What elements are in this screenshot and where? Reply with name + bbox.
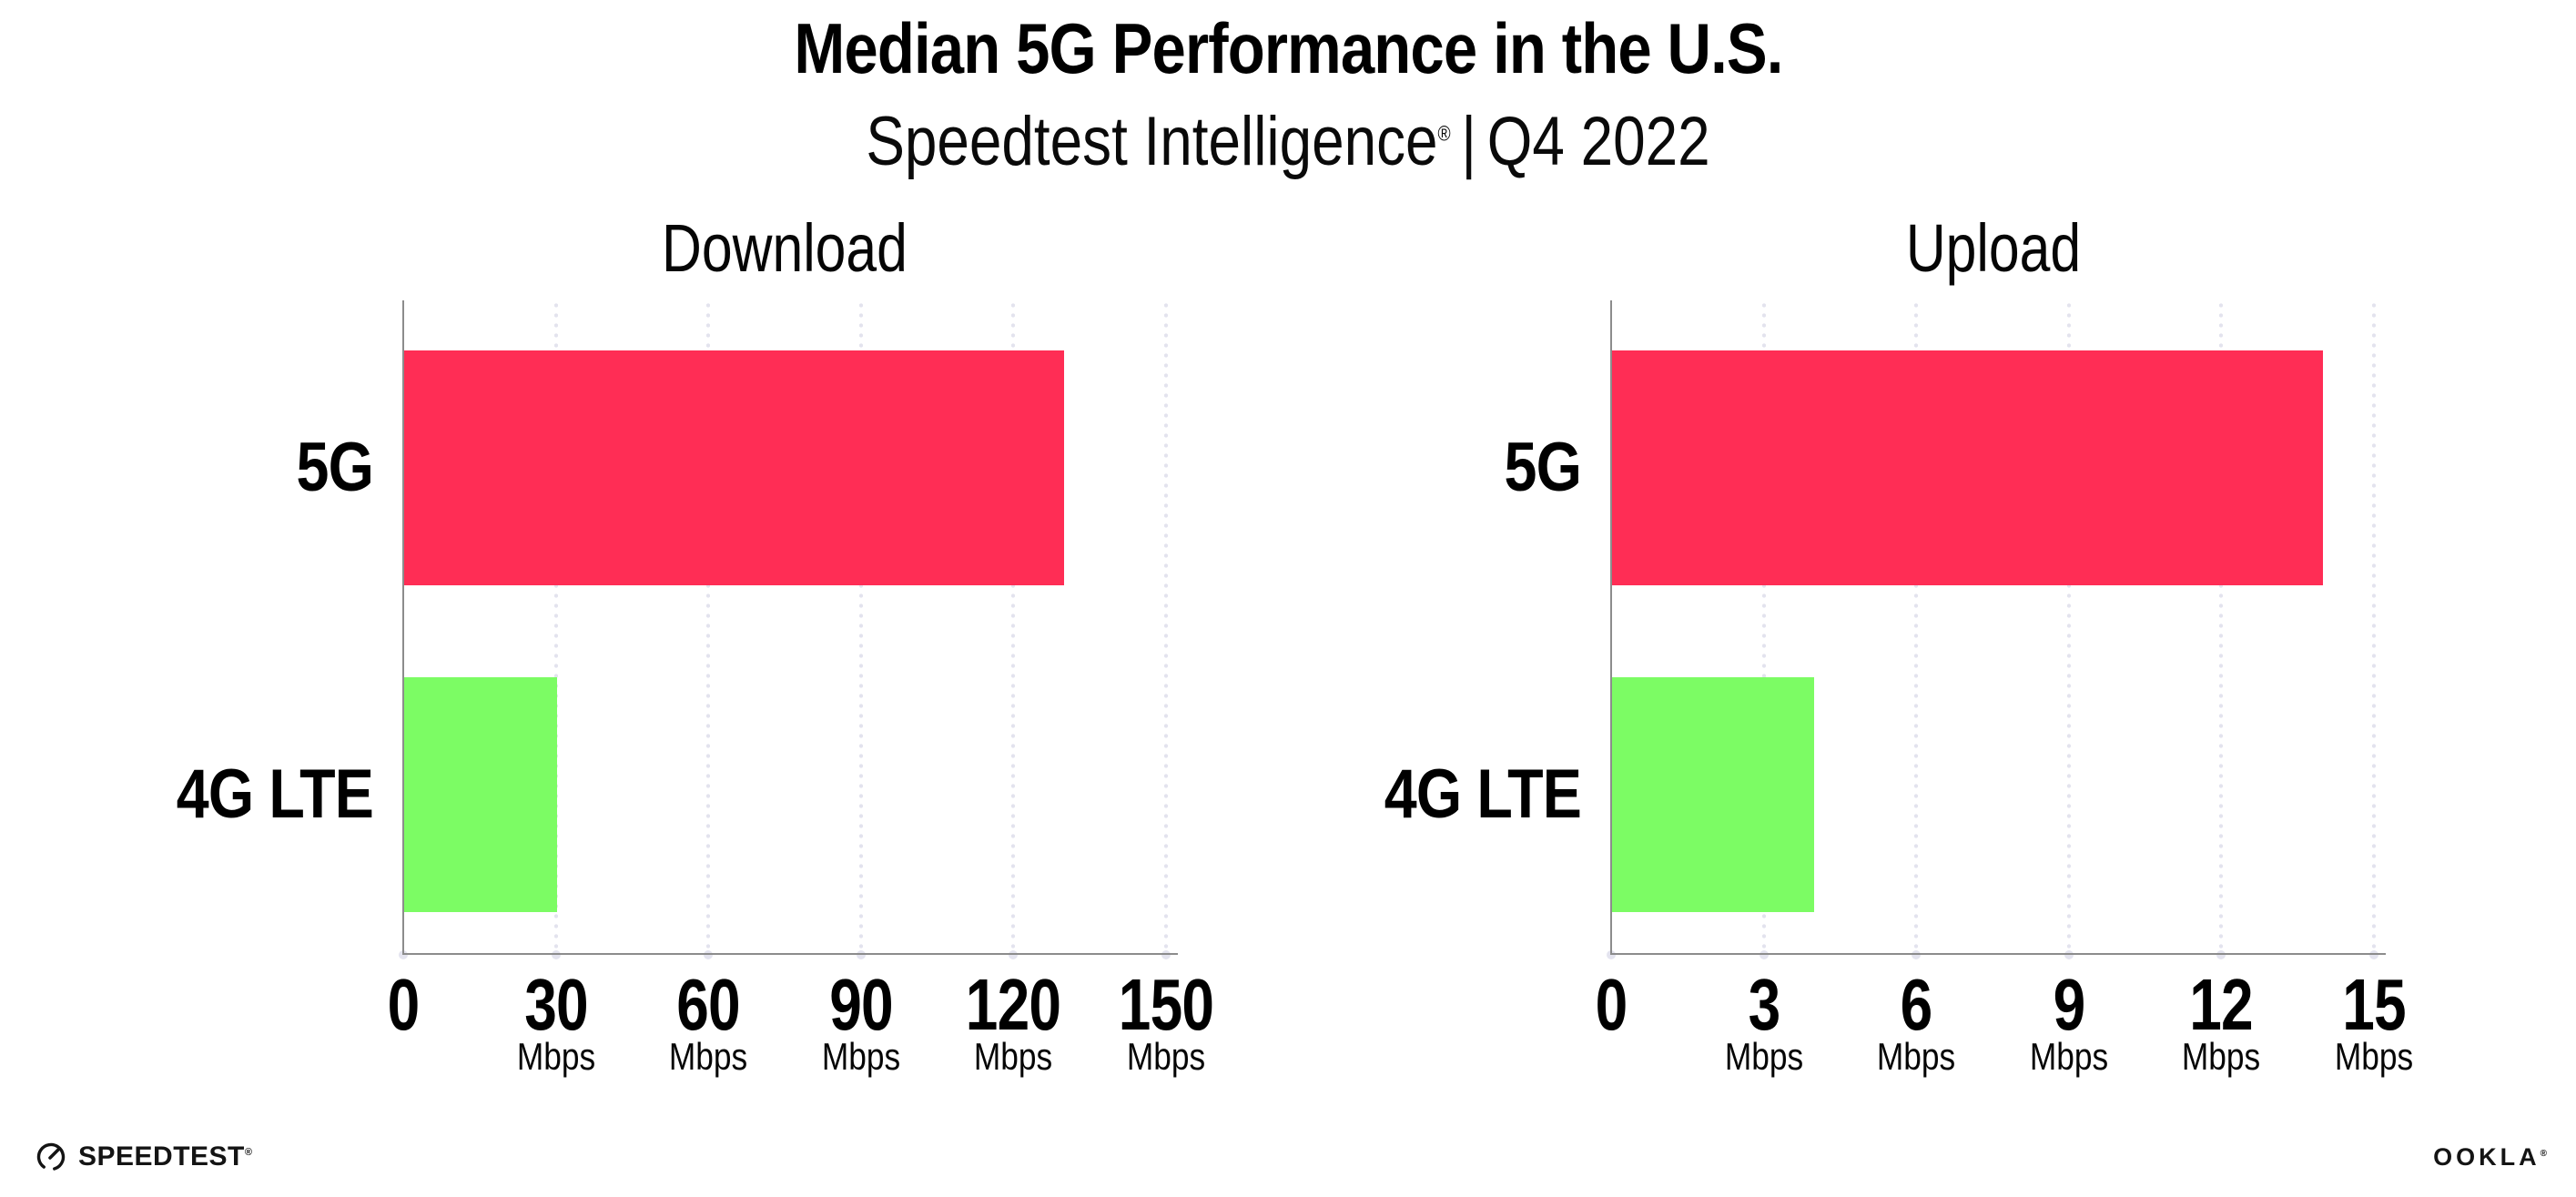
x-tick-unit-label: Mbps <box>668 1035 748 1078</box>
baseline-tick-dot <box>1009 950 1018 959</box>
speedtest-logo: SPEEDTEST® <box>35 1140 252 1174</box>
baseline-tick-dot <box>1912 950 1921 959</box>
gridline-60 <box>706 300 710 954</box>
figure-title-text: Median 5G Performance in the U.S. <box>793 8 1783 88</box>
x-tick-unit-label: Mbps <box>516 1035 595 1078</box>
bar-4g-lte-download <box>403 677 557 912</box>
download-chart-title: Download <box>662 210 908 286</box>
baseline-tick-dot <box>1759 950 1769 959</box>
baseline-tick-dot <box>399 950 408 959</box>
baseline-tick-dot <box>1607 950 1616 959</box>
x-tick-unit-label: Mbps <box>2181 1035 2261 1078</box>
gridline-90 <box>858 300 863 954</box>
x-tick-label-6: 6 <box>1900 964 1933 1045</box>
gridline-15 <box>2371 300 2376 954</box>
x-tick-label-3: 3 <box>1748 964 1780 1045</box>
baseline-tick-dot <box>2368 950 2378 959</box>
x-tick-label-15: 15 <box>2341 964 2406 1045</box>
baseline-tick-dot <box>2216 950 2226 959</box>
x-tick-unit-label: Mbps <box>2029 1035 2108 1078</box>
x-tick-label-12: 12 <box>2189 964 2253 1045</box>
bar-5g-download <box>403 350 1064 585</box>
subtitle-divider: | <box>1461 103 1476 180</box>
x-tick-unit-label: Mbps <box>2334 1035 2413 1078</box>
gridline-150 <box>1163 300 1168 954</box>
x-tick-unit-label: Mbps <box>1126 1035 1205 1078</box>
category-label-5g: 5G <box>1504 429 1582 506</box>
x-tick-label-90: 90 <box>828 964 893 1045</box>
x-tick-unit-label: Mbps <box>973 1035 1053 1078</box>
figure-subtitle: Speedtest Intelligence® | Q4 2022 <box>0 106 2576 178</box>
category-label-4g-lte: 4G LTE <box>1384 756 1582 833</box>
gridline-12 <box>2219 300 2223 954</box>
upload-chart-title: Upload <box>1905 210 2082 286</box>
gridline-3 <box>1761 300 1766 954</box>
registered-mark: ® <box>1437 121 1451 146</box>
subtitle-period: Q4 2022 <box>1486 103 1710 180</box>
ookla-registered-mark: ® <box>2540 1149 2547 1159</box>
baseline-tick-dot <box>551 950 561 959</box>
speedtest-wordmark: SPEEDTEST® <box>78 1141 253 1172</box>
baseline-tick-dot <box>856 950 866 959</box>
x-tick-label-9: 9 <box>2053 964 2085 1045</box>
subtitle-brand: Speedtest Intelligence <box>866 103 1438 180</box>
x-tick-label-30: 30 <box>523 964 588 1045</box>
baseline-tick-dot <box>704 950 713 959</box>
x-tick-unit-label: Mbps <box>1876 1035 1956 1078</box>
baseline-tick-dot <box>1161 950 1171 959</box>
x-tick-label-120: 120 <box>965 964 1061 1045</box>
gridline-120 <box>1011 300 1015 954</box>
x-axis-line <box>402 953 1178 955</box>
x-tick-unit-label: Mbps <box>821 1035 900 1078</box>
figure-title: Median 5G Performance in the U.S. <box>0 13 2576 84</box>
x-tick-label-60: 60 <box>676 964 740 1045</box>
x-axis-line <box>1610 953 2386 955</box>
gridline-9 <box>2066 300 2071 954</box>
baseline-tick-dot <box>2064 950 2074 959</box>
y-axis-line <box>402 300 404 954</box>
ookla-wordmark: OOKLA <box>2433 1143 2541 1171</box>
speedtest-gauge-icon <box>35 1141 67 1173</box>
ookla-logo: OOKLA® <box>2433 1141 2547 1172</box>
bar-4g-lte-upload <box>1611 677 1814 912</box>
gridline-6 <box>1914 300 1918 954</box>
gridline-30 <box>553 300 558 954</box>
category-label-4g-lte: 4G LTE <box>176 756 374 833</box>
x-tick-label-0: 0 <box>1595 964 1628 1045</box>
x-tick-unit-label: Mbps <box>1724 1035 1803 1078</box>
speedtest-registered-mark: ® <box>244 1147 253 1158</box>
x-tick-label-150: 150 <box>1118 964 1213 1045</box>
category-label-5g: 5G <box>296 429 374 506</box>
x-tick-label-0: 0 <box>387 964 421 1045</box>
bar-5g-upload <box>1611 350 2323 585</box>
y-axis-line <box>1610 300 1612 954</box>
